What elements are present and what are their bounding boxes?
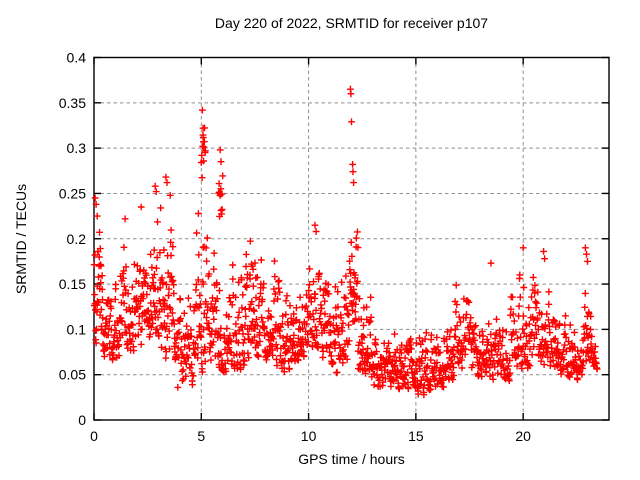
x-tick-label: 0 bbox=[90, 428, 98, 444]
y-tick-label: 0.35 bbox=[59, 95, 86, 111]
x-tick-label: 10 bbox=[301, 428, 317, 444]
y-tick-label: 0 bbox=[78, 412, 86, 428]
y-tick-label: 0.25 bbox=[59, 185, 86, 201]
x-tick-label: 5 bbox=[197, 428, 205, 444]
chart-title: Day 220 of 2022, SRMTID for receiver p10… bbox=[214, 15, 489, 31]
y-tick-label: 0.3 bbox=[67, 140, 87, 156]
x-tick-label: 15 bbox=[408, 428, 424, 444]
y-tick-label: 0.15 bbox=[59, 276, 86, 292]
y-tick-label: 0.2 bbox=[67, 231, 87, 247]
x-axis-label: GPS time / hours bbox=[298, 451, 405, 467]
data-points bbox=[90, 85, 601, 399]
y-tick-label: 0.4 bbox=[67, 50, 87, 66]
y-tick-label: 0.05 bbox=[59, 367, 86, 383]
y-tick-label: 0.1 bbox=[67, 321, 87, 337]
x-tick-label: 20 bbox=[515, 428, 531, 444]
